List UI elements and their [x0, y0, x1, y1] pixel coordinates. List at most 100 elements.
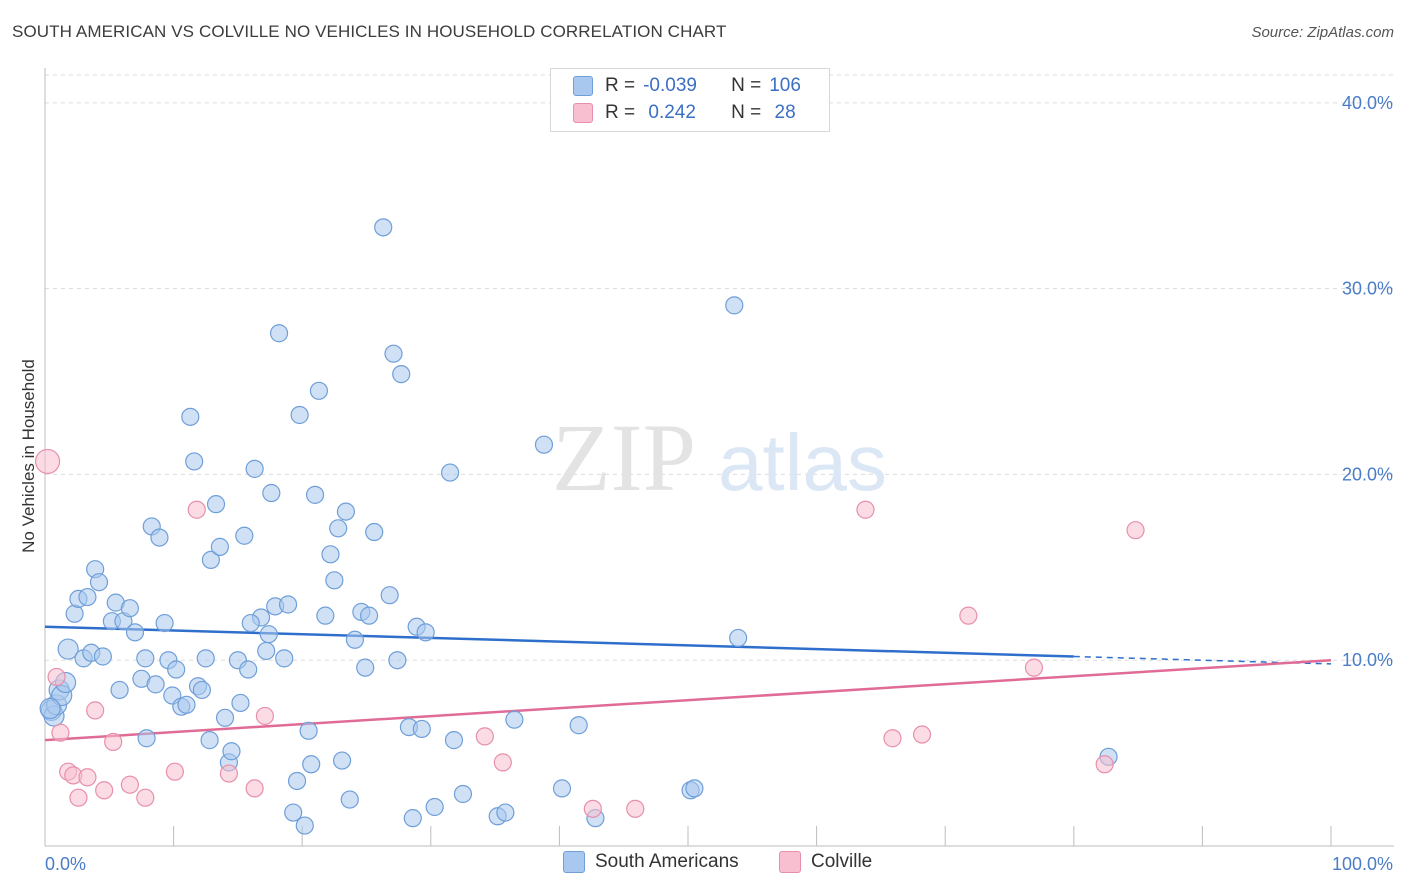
colville-point — [104, 732, 123, 752]
colville-point — [219, 764, 238, 783]
south-americans-point — [167, 660, 186, 679]
colville-point — [1024, 658, 1044, 677]
south-americans-point — [725, 296, 744, 315]
watermark: ZIP atlas — [552, 404, 887, 511]
south-americans-point — [231, 693, 250, 713]
south-americans-point — [321, 545, 340, 564]
south-americans-point — [505, 710, 524, 729]
x-tick-label-max: 100.0% — [1332, 854, 1393, 874]
south-americans-point — [287, 771, 307, 791]
south-r-label: R = — [605, 75, 636, 96]
south-americans-point — [496, 803, 515, 822]
watermark-atlas: atlas — [718, 418, 887, 507]
colville-legend-swatch — [779, 851, 801, 873]
colville-point — [187, 500, 206, 519]
colville-point — [120, 775, 139, 794]
colville-n-value: 28 — [769, 102, 796, 123]
south-americans-point — [259, 625, 278, 644]
south-americans-point — [359, 606, 379, 625]
south-americans-point — [336, 502, 356, 521]
watermark-zip: ZIP — [552, 404, 696, 511]
axes — [44, 68, 1394, 847]
colville-n-label: N = — [731, 102, 762, 123]
south-americans-point — [295, 816, 314, 835]
south-americans-point — [110, 680, 129, 700]
south-americans-point — [284, 803, 303, 822]
south-americans-point — [325, 571, 344, 590]
south-americans-point — [309, 381, 329, 400]
south-americans-point — [403, 809, 422, 828]
south-americans-point — [685, 779, 704, 798]
colville-point — [959, 606, 978, 625]
south-americans-point — [192, 680, 211, 700]
colville-legend-label: Colville — [811, 851, 873, 872]
south-americans-point — [215, 708, 235, 727]
bottom-legend-colville: Colville — [779, 851, 872, 873]
south-americans-point — [275, 649, 294, 668]
south-americans-point — [146, 675, 165, 694]
colville-point — [69, 788, 88, 807]
colville-point — [165, 762, 184, 781]
south-n-label: N = — [731, 75, 762, 96]
colville-point — [912, 725, 932, 744]
south-r-value: -0.039 — [643, 75, 697, 96]
chart-title: SOUTH AMERICAN VS COLVILLE NO VEHICLES I… — [12, 22, 727, 41]
south-americans-point — [222, 742, 241, 761]
south-americans-point — [201, 550, 220, 569]
south-americans-point — [299, 721, 318, 740]
south-legend-swatch — [563, 851, 585, 873]
south-americans-point — [245, 459, 264, 478]
south-americans-point — [440, 463, 460, 482]
south-americans-point — [345, 630, 365, 649]
y-tick-label: 20.0% — [1342, 464, 1393, 484]
colville-point — [493, 753, 512, 772]
colville-trend-line — [44, 658, 1332, 742]
south-americans-point — [269, 324, 289, 343]
south-americans-point — [340, 790, 359, 809]
south-americans-point — [412, 719, 431, 739]
colville-point — [856, 500, 875, 519]
south-americans-point — [365, 522, 384, 542]
south-americans-point — [155, 613, 174, 633]
south-americans-point — [239, 660, 258, 679]
colville-point — [475, 727, 494, 746]
colville-point — [136, 788, 155, 807]
south-americans-point — [569, 716, 588, 735]
south-americans-point — [39, 697, 61, 720]
bottom-legend-south: South Americans — [563, 851, 739, 873]
colville-point — [95, 781, 114, 800]
grid-lines — [45, 74, 1394, 661]
x-tick-label-min: 0.0% — [45, 854, 86, 874]
south-americans-point — [206, 495, 226, 514]
south-americans-point — [262, 483, 281, 503]
stats-legend: R = -0.039 N = 106 R = 0.242 N = 28 — [550, 68, 830, 132]
south-americans-point — [200, 731, 219, 750]
south-americans-point — [177, 695, 196, 714]
south-americans-point — [305, 485, 325, 504]
south-americans-point — [120, 599, 139, 618]
south-americans-point — [65, 604, 84, 623]
colville-point — [883, 729, 902, 748]
south-americans-point — [392, 365, 411, 384]
legend-row-colville: R = 0.242 N = 28 — [573, 101, 796, 125]
colville-point — [1095, 755, 1114, 774]
south-americans-point — [241, 613, 260, 633]
south-americans-point — [89, 573, 109, 592]
colville-point — [245, 779, 264, 798]
south-americans-point — [78, 587, 97, 607]
colville-swatch — [573, 103, 593, 123]
colville-point — [78, 768, 97, 787]
legend-row-south: R = -0.039 N = 106 — [573, 74, 801, 98]
y-tick-label: 10.0% — [1342, 650, 1393, 670]
south-americans-point — [380, 586, 399, 605]
south-americans-point — [534, 435, 554, 454]
south-americans-point — [196, 649, 215, 668]
colville-r-value: 0.242 — [643, 102, 696, 123]
south-americans-point — [444, 731, 464, 750]
south-americans-point — [316, 606, 335, 625]
south-americans-point — [356, 658, 375, 677]
south-americans-point — [374, 218, 393, 237]
south-americans-point — [137, 729, 156, 748]
chart-source: Source: ZipAtlas.com — [1251, 24, 1394, 41]
